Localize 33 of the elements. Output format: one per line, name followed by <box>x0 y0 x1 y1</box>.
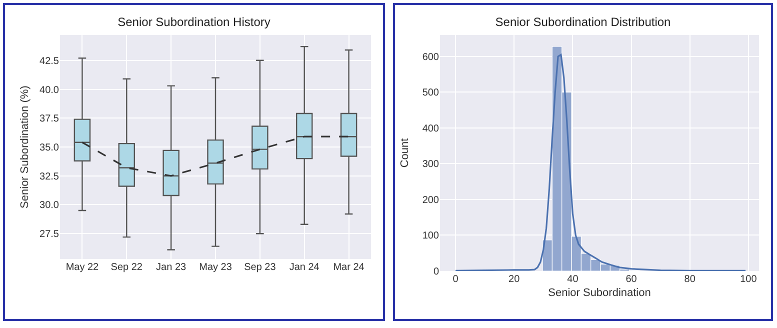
y-tick-label: 100 <box>422 230 440 242</box>
y-axis-title: Senior Subordination (%) <box>19 86 31 208</box>
x-tick-label: Mar 24 <box>333 262 365 273</box>
x-axis-title: Senior Subordination <box>548 287 651 300</box>
chart-title: Senior Subordination Distribution <box>495 14 671 29</box>
line-series <box>81 136 350 177</box>
y-tick-label: 40.0 <box>40 84 60 96</box>
x-tick-label: Jan 24 <box>289 262 320 273</box>
y-tick-label: 27.5 <box>40 229 60 240</box>
y-tick-label: 35.0 <box>40 142 60 154</box>
y-tick-label: 200 <box>422 194 440 206</box>
x-tick-label: 20 <box>508 274 520 285</box>
x-tick-label: May 22 <box>66 262 100 273</box>
x-tick-label: Jan 23 <box>156 262 187 273</box>
x-tick-label: Sep 22 <box>110 262 143 273</box>
x-tick-label: 80 <box>684 274 696 285</box>
x-tick-label: 100 <box>740 274 758 285</box>
y-tick-label: 42.5 <box>40 56 60 67</box>
y-tick-label: 32.5 <box>40 171 60 182</box>
line-series <box>454 54 746 271</box>
y-tick-label: 300 <box>422 159 440 170</box>
chart-title: Senior Subordination History <box>118 14 270 29</box>
x-tick-label: 60 <box>626 274 638 285</box>
x-tick-label: Sep 23 <box>244 262 276 273</box>
y-tick-label: 400 <box>422 123 440 134</box>
y-tick-label: 600 <box>422 52 440 63</box>
x-tick-label: 40 <box>567 274 579 285</box>
y-tick-label: 30.0 <box>40 200 60 212</box>
y-tick-label: 500 <box>422 88 440 99</box>
y-tick-label: 37.5 <box>40 114 60 125</box>
y-axis-title: Count <box>399 138 411 168</box>
x-tick-label: May 23 <box>199 262 232 273</box>
x-tick-label: 0 <box>452 274 459 285</box>
